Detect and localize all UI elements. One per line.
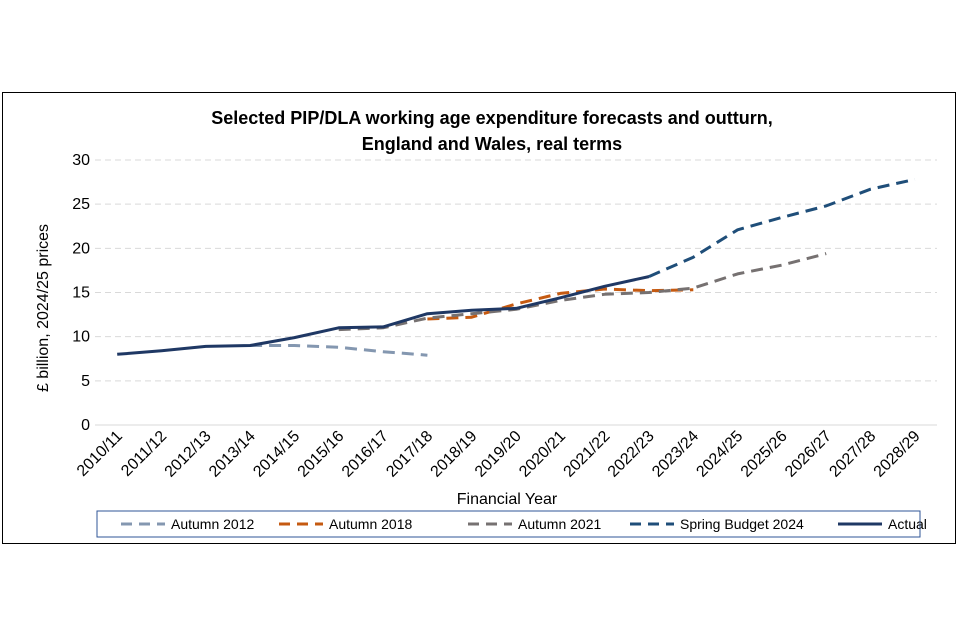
y-axis-title: £ billion, 2024/25 prices [35, 224, 52, 392]
series-line-autumn-2021 [338, 252, 827, 332]
x-tick-label: 2012/13 [162, 428, 215, 481]
x-tick-label: 2020/21 [516, 428, 569, 481]
x-tick-label: 2026/27 [782, 428, 835, 481]
x-tick-label: 2027/28 [826, 428, 879, 481]
line-chart: Selected PIP/DLA working age expenditure… [35, 108, 937, 538]
x-tick-label: 2022/23 [605, 428, 658, 481]
legend-label: Autumn 2012 [171, 516, 254, 532]
x-tick-label: 2016/17 [339, 428, 392, 481]
y-tick-label: 25 [72, 196, 90, 213]
y-tick-label: 10 [72, 329, 90, 346]
x-axis-title: Financial Year [457, 491, 558, 508]
series-line-spring-budget-2024 [648, 177, 916, 278]
x-tick-label: 2025/26 [738, 428, 791, 481]
y-tick-label: 30 [72, 152, 90, 169]
x-tick-label: 2017/18 [383, 428, 436, 481]
series-lines [117, 177, 916, 357]
legend-label: Autumn 2018 [329, 516, 412, 532]
x-tick-label: 2018/19 [428, 428, 481, 481]
legend-label: Autumn 2021 [518, 516, 601, 532]
x-tick-label: 2023/24 [649, 428, 702, 481]
x-tick-label: 2021/22 [561, 428, 614, 481]
y-tick-label: 20 [72, 240, 90, 257]
series-line-autumn-2012 [250, 344, 428, 357]
x-tick-label: 2015/16 [295, 428, 348, 481]
legend-label: Spring Budget 2024 [680, 516, 804, 532]
gridlines [95, 159, 937, 426]
x-tick-label: 2024/25 [693, 428, 746, 481]
y-tick-label: 0 [81, 417, 90, 434]
series-line-autumn-2018 [427, 287, 694, 321]
chart-title-line1: Selected PIP/DLA working age expenditure… [211, 108, 772, 128]
y-tick-label: 15 [72, 285, 90, 302]
x-tick-label: 2013/14 [206, 428, 259, 481]
chart-frame: Selected PIP/DLA working age expenditure… [2, 92, 956, 544]
x-axis-ticks: 2010/112011/122012/132013/142014/152015/… [74, 428, 924, 481]
chart-title-line2: England and Wales, real terms [362, 134, 622, 154]
y-axis-ticks: 0 5 10 15 20 25 30 [72, 152, 90, 434]
x-tick-label: 2028/29 [871, 428, 924, 481]
legend: Autumn 2012 Autumn 2018 Autumn 2021 Spring … [96, 510, 927, 538]
x-tick-label: 2014/15 [250, 428, 303, 481]
x-tick-label: 2011/12 [118, 428, 170, 480]
x-tick-label: 2019/20 [472, 428, 525, 481]
y-tick-label: 5 [81, 373, 90, 390]
legend-label: Actual [888, 516, 927, 532]
series-line-actual [117, 275, 650, 356]
x-tick-label: 2010/11 [74, 428, 126, 480]
